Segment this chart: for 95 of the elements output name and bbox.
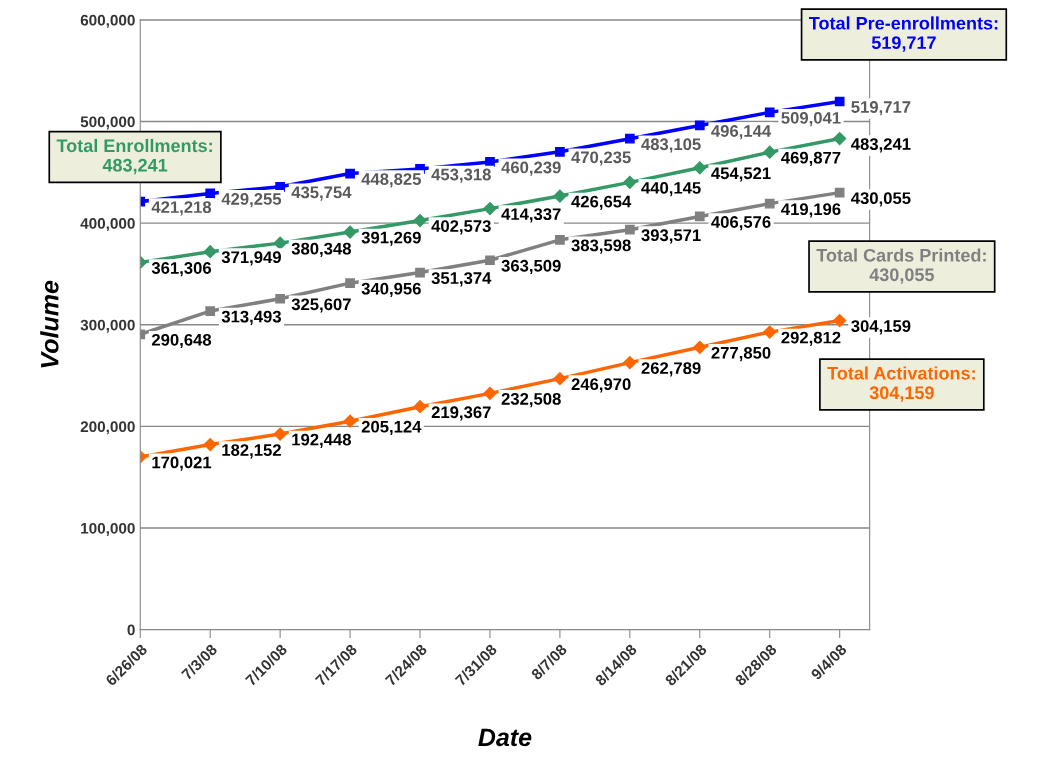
point xyxy=(833,313,847,328)
data-label: 393,571 xyxy=(641,229,701,244)
data-label: 219,367 xyxy=(431,406,491,421)
data-label: 304,159 xyxy=(851,320,911,335)
data-label: 232,508 xyxy=(501,392,561,408)
point xyxy=(275,293,286,304)
data-label: 277,850 xyxy=(711,346,771,362)
y-tick-label: 500,000 xyxy=(80,116,135,130)
data-label: 429,255 xyxy=(221,193,282,208)
y-tick-label: 600,000 xyxy=(80,14,135,28)
annotation: Total Pre-enrollments: 519,717 xyxy=(808,16,998,52)
data-label: 402,573 xyxy=(431,220,491,235)
data-label: 313,493 xyxy=(221,310,281,325)
data-label: 380,348 xyxy=(291,242,351,257)
point xyxy=(485,255,495,266)
point xyxy=(553,372,567,386)
data-label: 483,241 xyxy=(851,138,911,153)
data-label: 470,235 xyxy=(571,151,631,166)
data-label: 496,144 xyxy=(711,125,772,140)
point xyxy=(345,168,355,179)
data-label: 454,521 xyxy=(711,167,771,182)
point xyxy=(693,161,707,175)
point xyxy=(763,145,777,159)
point xyxy=(343,414,357,428)
point xyxy=(623,175,637,189)
point xyxy=(483,386,497,400)
y-tick-label: 0 xyxy=(127,624,135,636)
point xyxy=(273,236,287,250)
data-label: 469,877 xyxy=(781,151,841,166)
data-label: 435,754 xyxy=(291,186,352,201)
point xyxy=(553,189,567,203)
point xyxy=(764,107,775,118)
y-axis-title: Volume xyxy=(40,280,59,368)
data-label: 406,576 xyxy=(711,216,771,231)
point xyxy=(624,224,635,235)
data-label: 483,105 xyxy=(641,138,701,153)
point xyxy=(413,400,427,414)
annotation: Total Enrollments: 483,241 xyxy=(56,138,212,175)
data-label: 371,949 xyxy=(221,251,281,266)
point xyxy=(833,131,847,146)
data-label: 440,145 xyxy=(641,181,701,197)
data-label: 351,374 xyxy=(431,272,492,287)
data-label: 290,648 xyxy=(151,333,212,349)
data-label: 182,152 xyxy=(222,444,281,459)
point xyxy=(694,120,705,131)
x-axis-title: Date xyxy=(478,728,532,747)
data-label: 509,041 xyxy=(781,111,841,127)
point xyxy=(624,133,635,144)
point xyxy=(345,278,355,289)
point xyxy=(763,325,777,339)
data-label: 340,956 xyxy=(361,282,421,297)
data-label: 414,337 xyxy=(501,208,561,223)
point xyxy=(834,187,845,198)
data-label: 421,218 xyxy=(151,201,212,216)
data-label: 391,269 xyxy=(361,231,421,246)
point xyxy=(273,427,287,441)
data-label: 448,825 xyxy=(361,173,421,188)
point xyxy=(555,234,565,245)
annotation: Total Cards Printed: 430,055 xyxy=(816,248,986,284)
point xyxy=(203,245,217,259)
data-label: 205,124 xyxy=(361,420,422,436)
y-tick-label: 400,000 xyxy=(80,218,135,232)
point xyxy=(555,146,565,157)
data-label: 519,717 xyxy=(851,101,911,116)
data-label: 453,318 xyxy=(431,168,491,183)
data-label: 460,239 xyxy=(501,161,561,176)
data-label: 262,789 xyxy=(641,362,701,377)
point xyxy=(205,188,216,199)
point xyxy=(834,96,845,107)
point xyxy=(415,267,425,278)
point xyxy=(203,437,217,452)
data-label: 170,021 xyxy=(152,456,212,471)
y-tick-label: 100,000 xyxy=(81,522,135,536)
data-label: 419,196 xyxy=(781,203,841,218)
data-label: 383,598 xyxy=(571,239,631,254)
annotation: Total Activations: 304,159 xyxy=(827,366,975,402)
data-label: 325,607 xyxy=(291,298,351,313)
y-tick-label: 200,000 xyxy=(80,421,135,435)
data-label: 361,306 xyxy=(151,262,212,277)
data-label: 426,654 xyxy=(571,195,632,210)
point xyxy=(205,306,216,316)
point xyxy=(485,157,495,167)
data-label: 246,970 xyxy=(571,378,631,393)
data-label: 292,812 xyxy=(781,331,841,346)
point xyxy=(413,213,427,228)
point xyxy=(343,225,357,239)
point xyxy=(693,340,707,354)
point xyxy=(764,198,775,209)
point xyxy=(694,211,705,222)
y-tick-label: 300,000 xyxy=(80,319,135,333)
data-label: 192,448 xyxy=(292,433,351,448)
point xyxy=(623,356,637,370)
data-label: 363,509 xyxy=(501,259,561,275)
point xyxy=(483,202,497,216)
data-label: 430,055 xyxy=(851,192,911,207)
